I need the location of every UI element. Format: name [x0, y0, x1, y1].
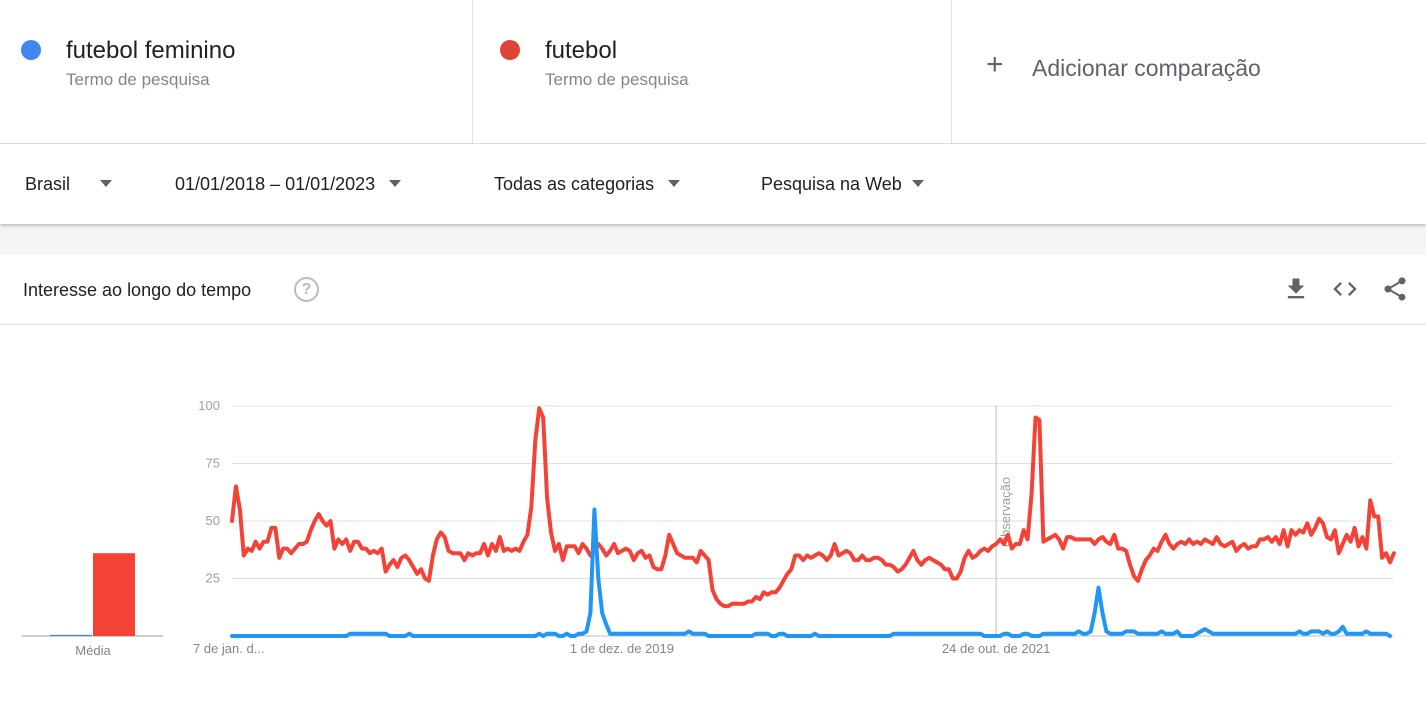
average-bar-futebol — [93, 553, 135, 636]
add-comparison-label: Adicionar comparação — [1032, 55, 1261, 81]
search-type-value: Pesquisa na Web — [761, 174, 902, 194]
question-circle-icon[interactable]: ? — [294, 277, 319, 302]
comparison-terms: futebol feminino Termo de pesquisa futeb… — [0, 0, 1426, 144]
average-bar-futebol-feminino — [50, 634, 92, 636]
x-axis: 7 de jan. d... 1 de dez. de 2019 24 de out… — [193, 641, 1050, 656]
plus-icon: + — [986, 48, 1004, 81]
term-card-futebol-feminino[interactable]: futebol feminino Termo de pesquisa — [0, 0, 473, 143]
caret-down-icon — [668, 179, 681, 187]
card-title: Interesse ao longo do tempo — [23, 280, 252, 300]
term-name: futebol feminino — [66, 37, 236, 64]
category-value: Todas as categorias — [494, 174, 655, 194]
term-name: futebol — [545, 37, 618, 64]
term-card-futebol[interactable]: futebol Termo de pesquisa — [473, 0, 952, 143]
y-tick-label: 100 — [198, 398, 220, 413]
caret-down-icon — [911, 179, 924, 187]
interest-chart[interactable]: Média 100 75 50 25 Observação 7 de jan. d..… — [0, 255, 1426, 721]
x-tick-label: 24 de out. de 2021 — [942, 641, 1050, 656]
caret-down-icon — [389, 179, 402, 187]
y-tick-label: 25 — [206, 571, 220, 586]
series-color-dot — [500, 40, 520, 60]
term-type: Termo de pesquisa — [545, 70, 689, 89]
region-value: Brasil — [25, 174, 71, 194]
term-type: Termo de pesquisa — [66, 70, 210, 89]
filter-bar: Brasil 01/01/2018 – 01/01/2023 Todas as … — [0, 144, 1426, 224]
date-range-value: 01/01/2018 – 01/01/2023 — [175, 174, 376, 194]
card-header: Interesse ao longo do tempo ? — [0, 255, 1426, 325]
observation-marker: Observação — [995, 406, 1013, 636]
series-line-futebol — [230, 406, 1396, 609]
observation-label: Observação — [998, 477, 1013, 547]
download-icon[interactable] — [1282, 275, 1310, 303]
series-color-dot — [21, 40, 41, 60]
series-line-futebol-feminino — [230, 507, 1392, 638]
x-tick-label: 1 de dez. de 2019 — [570, 641, 674, 656]
add-comparison-button[interactable]: + Adicionar comparação — [952, 0, 1426, 143]
region-dropdown[interactable]: Brasil — [25, 174, 113, 195]
average-bar-chart: Média — [22, 553, 163, 658]
y-tick-label: 50 — [206, 513, 220, 528]
category-dropdown[interactable]: Todas as categorias — [494, 174, 681, 195]
interest-over-time-card: Interesse ao longo do tempo ? Média 100 7… — [0, 255, 1426, 721]
y-tick-label: 75 — [206, 456, 220, 471]
caret-down-icon — [100, 179, 113, 187]
search-type-dropdown[interactable]: Pesquisa na Web — [761, 174, 924, 195]
embed-code-icon[interactable] — [1331, 275, 1359, 303]
share-icon[interactable] — [1381, 275, 1409, 303]
average-label: Média — [75, 643, 111, 658]
date-range-dropdown[interactable]: 01/01/2018 – 01/01/2023 — [175, 174, 402, 195]
section-separator — [0, 224, 1426, 255]
chart-series — [230, 406, 1396, 638]
x-tick-label: 7 de jan. d... — [193, 641, 265, 656]
chart-gridlines: 100 75 50 25 — [198, 398, 1393, 637]
